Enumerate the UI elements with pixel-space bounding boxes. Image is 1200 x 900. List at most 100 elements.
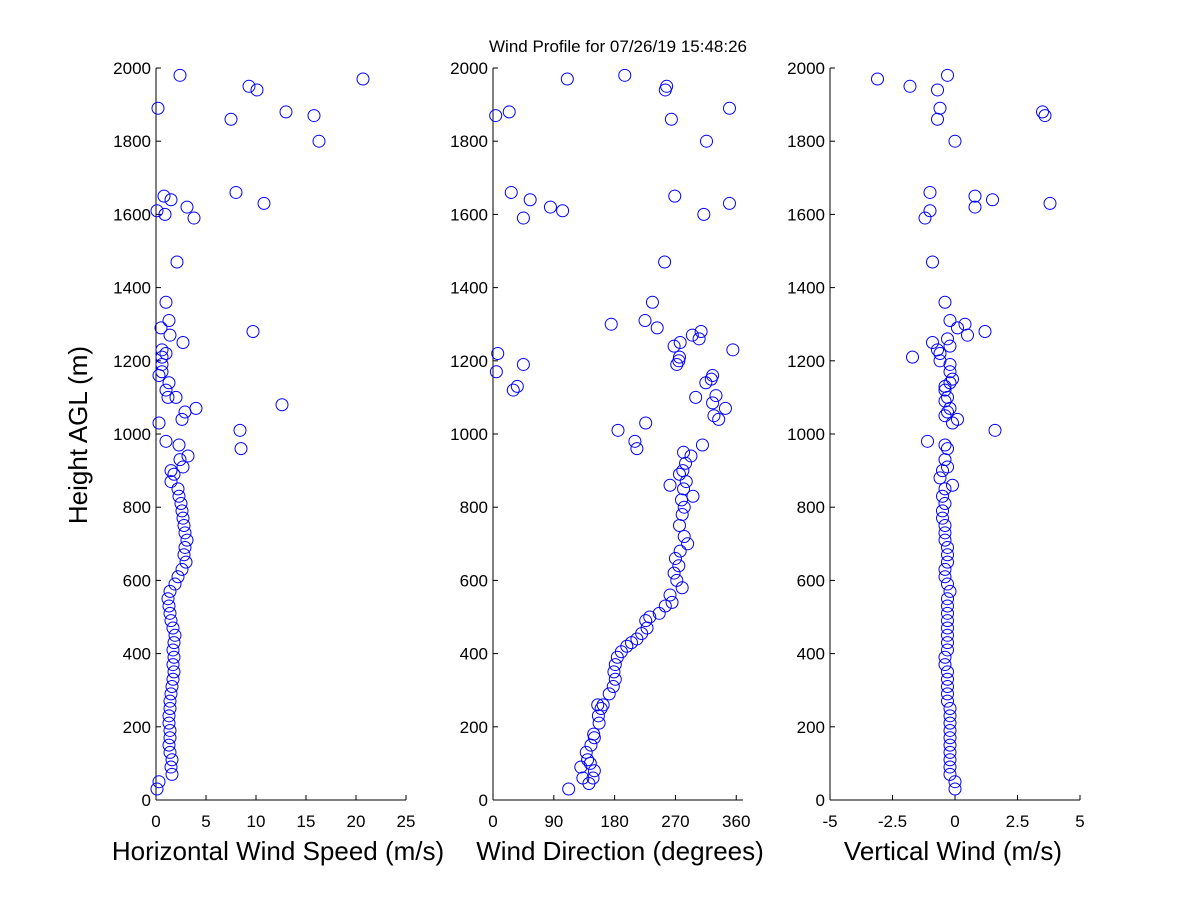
data-point [968, 189, 982, 203]
data-point [943, 738, 957, 752]
y-tick-label: 800 [460, 498, 488, 517]
data-point [161, 592, 175, 606]
data-point [174, 497, 188, 511]
data-point [923, 185, 937, 199]
data-point [667, 566, 681, 580]
y-tick-label: 800 [797, 498, 825, 517]
data-point [177, 548, 191, 562]
data-point [672, 559, 686, 573]
data-point [576, 771, 590, 785]
data-point [689, 390, 703, 404]
data-point [155, 357, 169, 371]
data-point [233, 423, 247, 437]
data-point [166, 658, 180, 672]
data-point [176, 460, 190, 474]
data-point [941, 332, 954, 346]
data-point [163, 694, 177, 708]
data-point [630, 442, 644, 456]
y-tick-label: 1600 [787, 205, 825, 224]
data-point [172, 438, 186, 452]
data-point [706, 396, 720, 410]
x-axis-label: Wind Direction (degrees) [476, 836, 764, 866]
data-point [178, 526, 192, 540]
data-point [1043, 196, 1057, 210]
subplot-3: 0 200 400 600 800 1000 1200 1400 1600 1800 2000 -5 -… [787, 59, 1085, 866]
data-point [931, 112, 944, 126]
y-tick-label: 1000 [450, 425, 488, 444]
y-tick-label: 1200 [450, 352, 488, 371]
data-point [510, 379, 524, 393]
data-point [943, 723, 957, 737]
data-point [606, 680, 620, 694]
data-point [938, 658, 952, 672]
data-point [670, 357, 684, 371]
data-point [165, 767, 179, 781]
data-point [941, 540, 954, 554]
data-point [700, 134, 714, 148]
data-point [187, 211, 201, 225]
data-point [675, 493, 689, 507]
data-point [706, 368, 720, 382]
data-point [639, 614, 653, 628]
y-tick-label: 2000 [450, 59, 488, 78]
data-point [150, 782, 164, 796]
data-point [168, 628, 182, 642]
data-point [941, 599, 954, 613]
data-point [941, 636, 954, 650]
x-tick-label: 0 [488, 812, 497, 831]
data-points [871, 68, 1057, 796]
data-point [176, 511, 190, 525]
data-point [592, 716, 606, 730]
data-point [152, 775, 166, 789]
data-point [162, 709, 176, 723]
data-point [163, 328, 177, 342]
data-point [684, 449, 698, 463]
data-point [906, 350, 919, 364]
data-point [943, 731, 957, 745]
data-point [707, 409, 721, 423]
data-point [936, 511, 949, 525]
data-point [162, 738, 176, 752]
data-point [938, 570, 952, 584]
data-point [938, 519, 952, 532]
data-point [923, 204, 937, 218]
y-tick-label: 0 [816, 791, 825, 810]
data-point [665, 595, 679, 609]
data-point [594, 702, 608, 715]
data-point [941, 680, 954, 694]
data-point [159, 346, 173, 360]
data-point [679, 475, 693, 489]
data-point [155, 343, 169, 357]
data-point [163, 731, 177, 745]
y-tick-label: 1400 [450, 279, 488, 298]
data-point [312, 134, 326, 148]
data-point [677, 445, 691, 459]
data-point [943, 753, 957, 767]
data-point [670, 573, 684, 587]
y-tick-label: 1200 [787, 352, 825, 371]
data-point [159, 383, 173, 397]
data-point [968, 200, 982, 214]
y-tick-label: 1600 [113, 205, 151, 224]
data-point [161, 390, 175, 404]
data-point [166, 672, 180, 686]
data-point [958, 317, 972, 331]
data-point [608, 658, 622, 672]
x-tick-label: 5 [1075, 812, 1084, 831]
data-point [169, 390, 183, 404]
data-point [234, 442, 248, 456]
y-tick-label: 600 [460, 571, 488, 590]
data-point [164, 687, 178, 701]
data-point [941, 614, 954, 628]
data-point [229, 185, 243, 199]
x-tick-label: 25 [397, 812, 416, 831]
data-point [175, 562, 189, 576]
data-point [941, 548, 954, 562]
data-point [933, 354, 947, 368]
data-point [151, 101, 165, 115]
data-point [489, 365, 503, 379]
data-point [673, 544, 687, 558]
data-point [941, 68, 954, 82]
figure-title: Wind Profile for 07/26/19 15:48:26 [489, 37, 747, 56]
